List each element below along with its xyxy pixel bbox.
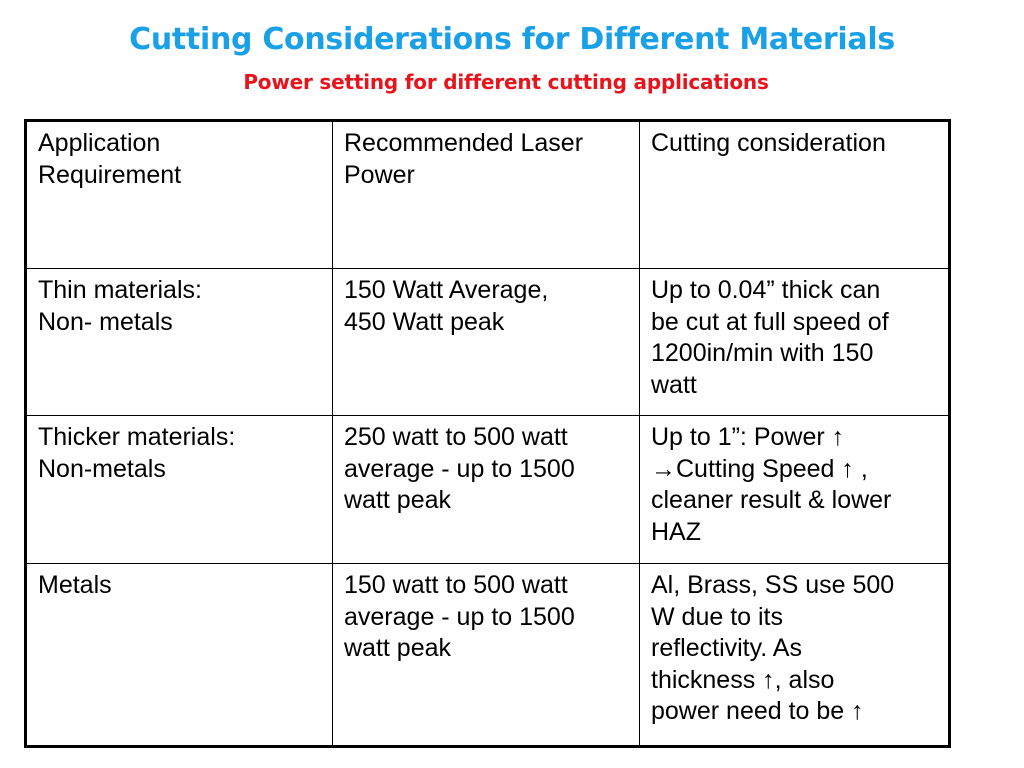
table-cell: Metals: [25, 563, 333, 747]
header-cell-laser-power: Recommended Laser Power: [332, 120, 640, 269]
table-cell: 250 watt to 500 watt average - up to 150…: [332, 415, 640, 564]
table-cell: Thicker materials: Non-metals: [25, 415, 333, 564]
table-row: Thicker materials: Non-metals 250 watt t…: [25, 415, 950, 564]
table-cell: 150 Watt Average, 450 Watt peak: [332, 268, 640, 416]
table-header-row: Application Requirement Recommended Lase…: [25, 120, 950, 269]
table-row: Thin materials: Non- metals 150 Watt Ave…: [25, 268, 950, 416]
table-row: Metals 150 watt to 500 watt average - up…: [25, 563, 950, 747]
table-cell: Up to 0.04” thick can be cut at full spe…: [639, 268, 950, 416]
table-cell: 150 watt to 500 watt average - up to 150…: [332, 563, 640, 747]
slide-title: Cutting Considerations for Different Mat…: [129, 22, 895, 57]
slide-subtitle: Power setting for different cutting appl…: [243, 70, 769, 94]
header-cell-application: Application Requirement: [25, 120, 333, 269]
table-cell: Up to 1”: Power ↑ →Cutting Speed ↑ , cle…: [639, 415, 950, 564]
table-cell: Thin materials: Non- metals: [25, 268, 333, 416]
cutting-considerations-table: Application Requirement Recommended Lase…: [24, 119, 951, 748]
header-cell-consideration: Cutting consideration: [639, 120, 950, 269]
table-cell: Al, Brass, SS use 500 W due to its refle…: [639, 563, 950, 747]
